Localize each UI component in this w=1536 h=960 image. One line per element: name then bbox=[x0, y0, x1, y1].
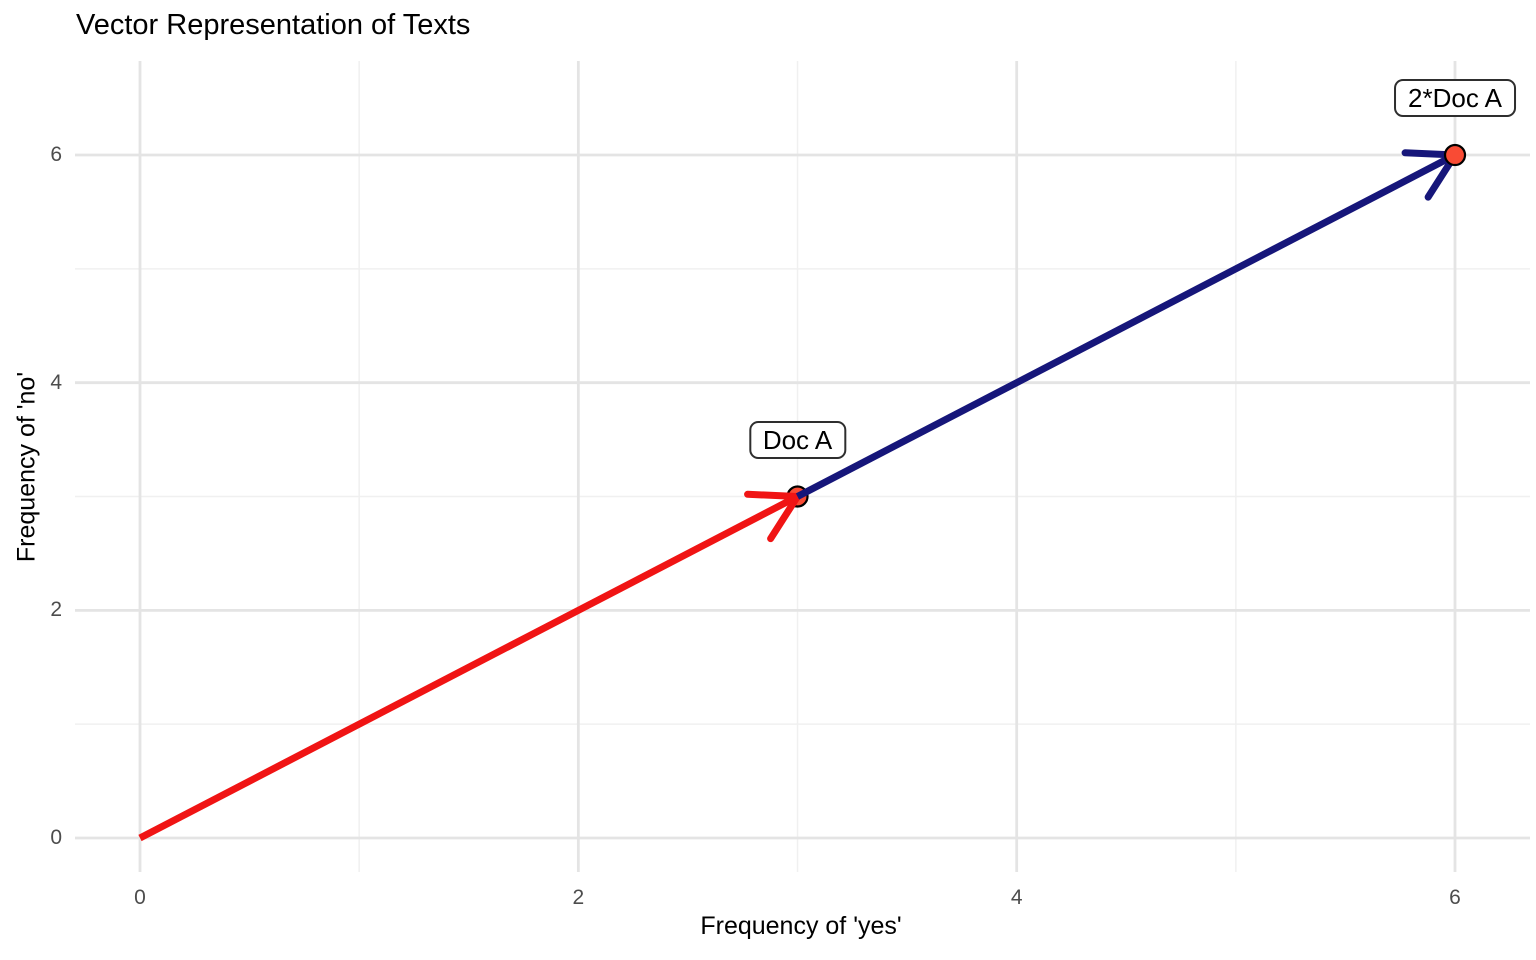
x-tick-label-2: 2 bbox=[572, 886, 585, 909]
chart-title: Vector Representation of Texts bbox=[76, 9, 471, 41]
doc-a-vector-head-barb-1 bbox=[744, 490, 802, 501]
y-tick-label-0: 0 bbox=[50, 826, 62, 849]
x-axis-title: Frequency of 'yes' bbox=[700, 912, 902, 940]
point-2-doc-a bbox=[1443, 143, 1467, 167]
y-tick-label-4: 4 bbox=[50, 370, 62, 394]
y-tick-label-6: 6 bbox=[50, 143, 62, 167]
y-axis-title: Frequency of 'no' bbox=[12, 371, 41, 563]
doc-2a-vector-shaft bbox=[795, 151, 1457, 500]
x-tick-label-6: 6 bbox=[1449, 886, 1461, 909]
y-tick-label-2: 2 bbox=[50, 598, 62, 622]
doc-a-vector-head-barb-0 bbox=[767, 493, 802, 543]
doc-a-vector-shaft bbox=[138, 493, 800, 842]
x-tick-label-4: 4 bbox=[1010, 886, 1023, 909]
x-tick-label-0: 0 bbox=[134, 886, 146, 909]
point-label-doc-a: Doc A bbox=[748, 420, 847, 459]
point-label-2-doc-a: 2*Doc A bbox=[1394, 79, 1516, 118]
